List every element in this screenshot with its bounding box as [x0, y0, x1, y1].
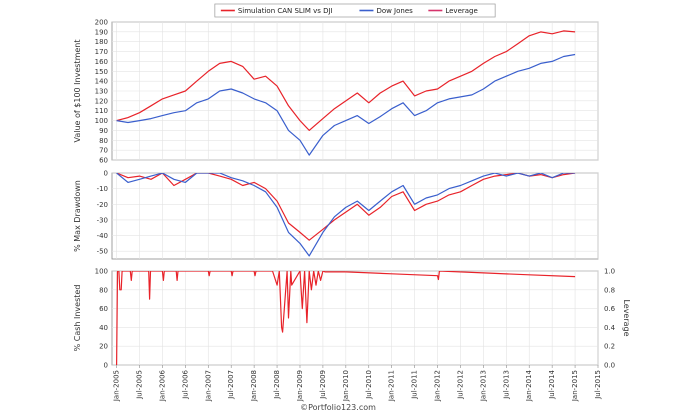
y-tick-label: 0 — [104, 362, 108, 370]
y-tick-label: -40 — [97, 232, 108, 240]
y-tick-label: 90 — [99, 127, 108, 135]
y-tick-label: 140 — [95, 78, 108, 86]
y-tick-label: 100 — [95, 268, 108, 276]
x-tick-label: Jul-2011 — [411, 370, 419, 400]
x-tick-label: Jan-2006 — [158, 369, 166, 402]
x-tick-label: Jul-2012 — [456, 370, 464, 400]
x-tick-label: Jan-2012 — [434, 370, 442, 402]
y-tick-label: 0 — [104, 170, 108, 178]
legend-label-dow-jones: Dow Jones — [376, 7, 413, 15]
y2-axis-label: Leverage — [622, 299, 631, 336]
series-line-dow-jones — [116, 173, 576, 257]
y2-tick-label: 1.0 — [604, 268, 615, 276]
y2-tick-label: 0.2 — [604, 343, 615, 351]
x-tick-label: Jan-2014 — [525, 369, 533, 402]
y-tick-label: 20 — [99, 343, 108, 351]
y-tick-label: -50 — [97, 248, 108, 256]
series-line-simulation-can-slim-vs-dji — [116, 173, 576, 241]
x-tick-label: Jul-2009 — [319, 370, 327, 400]
y-tick-label: 40 — [99, 324, 108, 332]
x-tick-label: Jul-2005 — [136, 370, 144, 400]
credit-text: ©Portfolio123.com — [300, 403, 376, 412]
y-tick-label: 70 — [99, 147, 108, 155]
y-tick-label: 170 — [95, 48, 108, 56]
x-tick-label: Jul-2014 — [548, 369, 556, 399]
y-tick-label: -20 — [97, 201, 108, 209]
y-tick-label: 60 — [99, 157, 108, 165]
x-tick-label: Jan-2010 — [342, 370, 350, 402]
x-tick-label: Jan-2013 — [479, 370, 487, 402]
y-axis-label: % Cash Invested — [73, 285, 82, 352]
y-tick-label: 180 — [95, 38, 108, 46]
y-tick-label: 160 — [95, 58, 108, 66]
y-tick-label: -30 — [97, 216, 108, 224]
y-tick-label: 80 — [99, 137, 108, 145]
x-tick-label: Jul-2007 — [227, 370, 235, 400]
series-line-simulation-can-slim-vs-dji — [116, 30, 576, 131]
y-tick-label: 60 — [99, 305, 108, 313]
x-tick-label: Jan-2011 — [388, 370, 396, 402]
y-tick-label: 110 — [95, 107, 108, 115]
y2-tick-label: 0.0 — [604, 362, 615, 370]
y2-tick-label: 0.4 — [604, 324, 616, 332]
x-tick-label: Jul-2008 — [273, 370, 281, 400]
legend-label-simulation-can-slim-vs-dji: Simulation CAN SLIM vs DJI — [238, 7, 333, 15]
y-tick-label: 190 — [95, 28, 108, 36]
plot-frame — [111, 270, 599, 366]
y2-tick-label: 0.8 — [604, 286, 615, 294]
y-axis-label: % Max Drawdown — [73, 180, 82, 252]
y-tick-label: -10 — [97, 185, 108, 193]
y-tick-label: 130 — [95, 88, 108, 96]
legend: Simulation CAN SLIM vs DJI Dow Jones Lever… — [214, 3, 496, 18]
y-tick-label: 100 — [95, 117, 108, 125]
plot-frame — [111, 172, 599, 260]
y-tick-label: 80 — [99, 286, 108, 294]
y-axis-label: Value of $100 Investment — [73, 40, 82, 143]
x-tick-label: Jul-2006 — [181, 369, 189, 399]
legend-label-leverage: Leverage — [445, 7, 477, 15]
y-tick-label: 120 — [95, 97, 108, 105]
y-tick-label: 150 — [95, 68, 108, 76]
x-axis: Jan-2005 Jul-2005 Jan-2006 Jul-2006 Jan-2007… — [113, 365, 602, 402]
y-tick-label: 200 — [95, 19, 108, 27]
x-tick-label: Jan-2008 — [250, 370, 258, 402]
series-line-dow-jones — [116, 53, 576, 156]
x-tick-label: Jan-2007 — [204, 370, 212, 402]
x-tick-label: Jan-2015 — [571, 370, 579, 402]
y2-tick-label: 0.6 — [604, 305, 616, 313]
x-tick-label: Jul-2010 — [365, 370, 373, 400]
panel-drawdown: -50 -40 -30 -20 -10 0 % Max Drawdown — [73, 170, 599, 260]
series-line-simulation-can-slim-vs-dji — [116, 271, 576, 365]
x-tick-label: Jan-2009 — [296, 370, 304, 402]
x-tick-label: Jan-2005 — [113, 370, 121, 402]
panel-cash-invested: 0 20 40 60 80 100 0.0 0.2 0.4 0.6 0.8 1.0 Leverage % … — [73, 268, 631, 370]
x-tick-label: Jul-2015 — [594, 370, 602, 400]
legend-box — [214, 3, 496, 18]
x-tick-label: Jul-2013 — [502, 370, 510, 400]
